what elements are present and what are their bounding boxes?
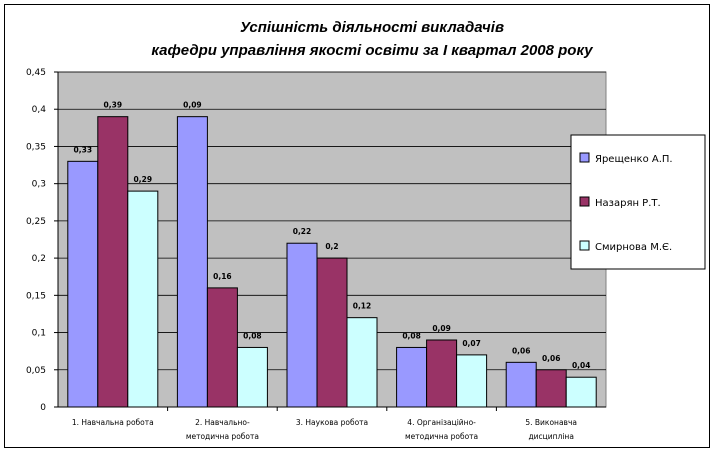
data-label: 0,22 (293, 227, 312, 236)
data-label: 0,2 (325, 242, 338, 251)
bar (206, 287, 238, 408)
y-tick-label: 0,25 (26, 217, 46, 227)
data-label: 0,07 (462, 339, 481, 348)
data-label: 0,08 (402, 331, 421, 340)
bar (505, 361, 537, 408)
bar (346, 317, 378, 408)
plot-area: 0 0,05 0,1 0,15 0,2 0,25 0,3 0,35 0,4 0,45 0,33 0,3… (26, 68, 607, 441)
bar (565, 376, 597, 408)
category-label: методична робота (405, 432, 478, 441)
y-tick-label: 0,35 (26, 142, 46, 152)
bar (127, 190, 159, 408)
bar (97, 116, 129, 408)
legend-swatch (579, 240, 590, 251)
bar (67, 160, 99, 408)
category-label: дисципліна (528, 432, 573, 441)
y-tick-label: 0 (40, 403, 46, 413)
data-label: 0,04 (572, 361, 591, 370)
data-label: 0,09 (183, 101, 202, 110)
legend: Ярещенко А.П. Назарян Р.Т. Смирнова М.Є. (570, 134, 706, 270)
y-tick-label: 0,45 (26, 68, 46, 78)
y-tick-label: 0,05 (26, 366, 46, 376)
chart-title-line: Успішність діяльності викладачів (240, 19, 504, 36)
y-tick-label: 0,3 (32, 180, 46, 190)
bar (426, 339, 458, 408)
legend-entry: Назарян Р.Т. (595, 198, 661, 209)
data-label: 0,16 (213, 272, 232, 281)
category-label: 5. Виконавча (525, 418, 577, 427)
y-tick-label: 0,2 (32, 254, 46, 264)
category-label: методична робота (186, 432, 259, 441)
data-label: 0,29 (134, 175, 153, 184)
category-label: 4. Організаційно- (407, 418, 476, 427)
legend-swatch (579, 196, 590, 207)
data-label: 0,33 (74, 145, 93, 154)
bar (176, 116, 208, 408)
bar (456, 354, 488, 408)
data-label: 0,06 (542, 354, 561, 363)
legend-entry: Ярещенко А.П. (595, 154, 673, 165)
legend-swatch (579, 152, 590, 163)
data-label: 0,06 (512, 346, 531, 355)
data-label: 0,08 (243, 331, 262, 340)
data-label: 0,09 (432, 324, 451, 333)
data-label: 0,39 (104, 101, 123, 110)
y-tick-label: 0,15 (26, 291, 46, 301)
chart-title-line: кафедри управління якості освіти за I кв… (151, 42, 593, 59)
legend-box (570, 134, 706, 270)
chart-title: Успішність діяльності викладачів кафедри … (151, 19, 593, 59)
category-label: 3. Наукова робота (296, 418, 368, 427)
bar (236, 346, 268, 408)
bar (316, 257, 348, 408)
y-tick-label: 0,4 (32, 105, 47, 115)
bar (535, 369, 567, 408)
bar (396, 346, 428, 408)
category-label: 2. Навчально- (195, 418, 250, 427)
data-label: 0,12 (353, 302, 372, 311)
category-label: 1. Навчальна робота (72, 418, 154, 427)
bar (286, 242, 318, 408)
y-tick-label: 0,1 (32, 329, 46, 339)
legend-entry: Смирнова М.Є. (595, 242, 672, 253)
